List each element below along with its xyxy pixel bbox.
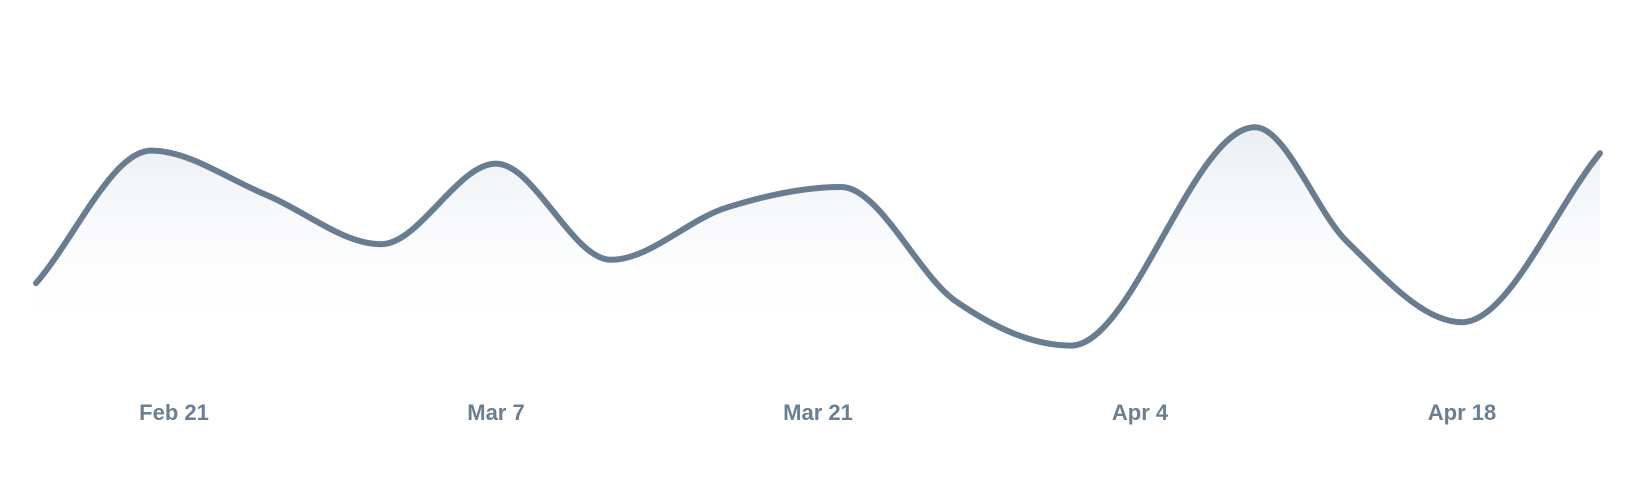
x-axis-tick-labels: Feb 21 Mar 7 Mar 21 Apr 4 Apr 18 <box>139 400 1496 425</box>
series-line <box>33 124 1603 349</box>
x-tick-label: Apr 18 <box>1428 400 1496 425</box>
x-tick-label: Mar 7 <box>467 400 524 425</box>
series-area-fill <box>36 127 1600 346</box>
area-layer <box>36 127 1600 346</box>
x-tick-label: Mar 21 <box>783 400 853 425</box>
x-tick-label: Apr 4 <box>1112 400 1169 425</box>
x-tick-label: Feb 21 <box>139 400 209 425</box>
line-layer <box>33 124 1603 349</box>
